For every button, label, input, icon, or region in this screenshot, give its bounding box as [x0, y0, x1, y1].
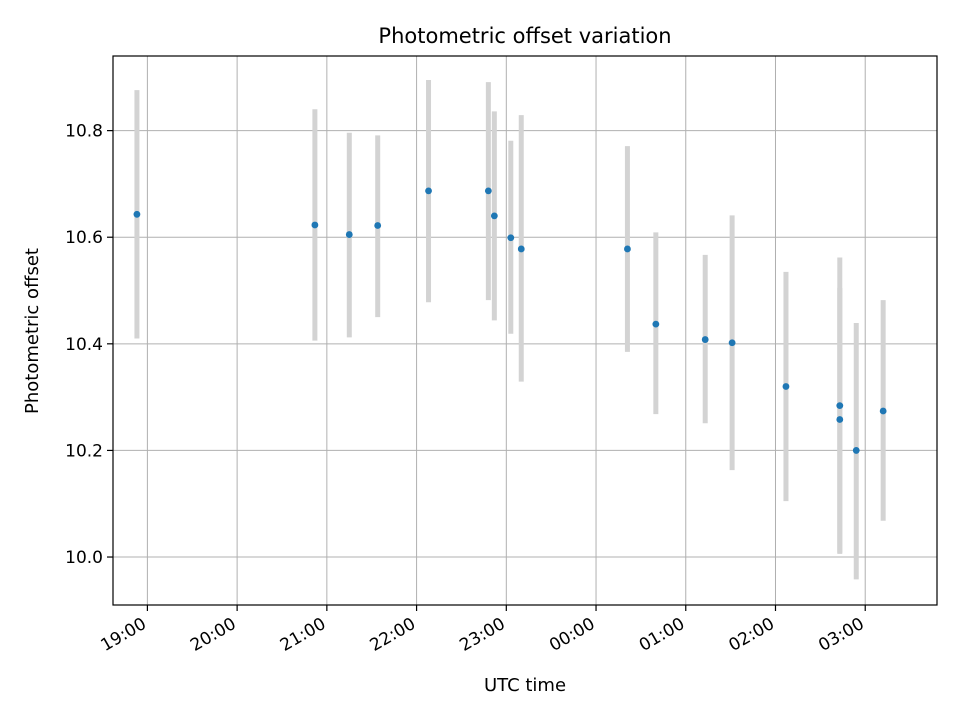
x-tick-label: 00:00 — [546, 614, 598, 656]
plot-area-frame — [112, 55, 938, 606]
data-point — [652, 320, 660, 328]
x-tick-label: 22:00 — [367, 614, 419, 656]
x-tick-label: 21:00 — [277, 614, 329, 656]
data-point — [484, 187, 492, 195]
data-point — [345, 231, 353, 238]
data-point — [836, 416, 844, 423]
data-point — [490, 212, 498, 220]
y-axis-ticks: 10.0 10.2 10.4 10.6 10.8 — [65, 122, 113, 568]
data-point — [311, 221, 319, 229]
x-tick-label: 19:00 — [97, 614, 149, 656]
y-tick-label: 10.6 — [65, 228, 103, 248]
data-point — [517, 245, 525, 253]
y-axis-label: Photometric offset — [22, 248, 43, 414]
y-tick-label: 10.8 — [65, 122, 103, 142]
data-point — [701, 336, 709, 343]
data-points — [133, 187, 887, 454]
grid — [113, 56, 937, 605]
x-tick-label: 02:00 — [726, 614, 778, 656]
data-point — [133, 210, 141, 218]
error-bars — [134, 79, 886, 580]
data-point — [624, 245, 631, 253]
data-point — [728, 339, 736, 347]
data-point — [425, 187, 432, 195]
data-point — [879, 407, 887, 415]
x-tick-label: 20:00 — [187, 614, 239, 656]
data-point — [836, 402, 844, 410]
y-tick-label: 10.0 — [65, 548, 103, 568]
x-axis-label: UTC time — [484, 675, 566, 696]
x-axis-ticks: 19:00 20:00 21:00 22:00 23:00 00:00 01:00 02:00… — [97, 605, 868, 656]
x-tick-label: 23:00 — [456, 614, 508, 656]
data-point — [782, 383, 790, 390]
data-point — [374, 222, 382, 229]
data-point — [507, 234, 515, 242]
x-tick-label: 03:00 — [815, 614, 867, 656]
y-tick-label: 10.2 — [65, 441, 103, 461]
chart-title: Photometric offset variation — [378, 24, 671, 48]
data-point — [852, 447, 860, 454]
y-tick-label: 10.4 — [65, 335, 103, 355]
x-tick-label: 01:00 — [636, 614, 688, 656]
